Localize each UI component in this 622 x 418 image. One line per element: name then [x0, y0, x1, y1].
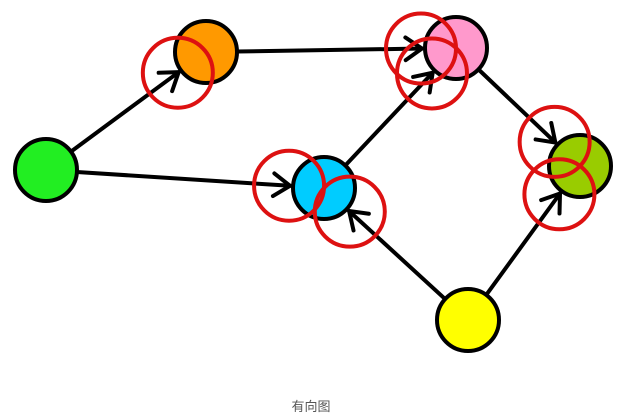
- edge-green-to-orange: [68, 70, 181, 154]
- figure-caption: 有向图: [291, 400, 331, 415]
- edge-yellow-to-olive-green: [484, 191, 563, 297]
- highlight-ring-cyan-to-pink: [394, 36, 469, 111]
- edge-cyan-to-pink: [343, 70, 435, 168]
- arrowhead-orange-to-pink: [403, 35, 425, 63]
- arrowhead-pink-to-olive-green: [533, 120, 558, 145]
- edge-layer: [68, 35, 563, 302]
- highlight-ring-green-to-orange: [140, 35, 215, 110]
- highlight-ring-yellow-to-olive-green: [522, 157, 597, 232]
- node-green: [13, 137, 79, 203]
- edge-yellow-to-cyan: [347, 208, 448, 302]
- arrowhead-green-to-orange: [156, 70, 181, 94]
- arrowhead-yellow-to-olive-green: [539, 191, 563, 216]
- highlight-ring-yellow-to-cyan: [312, 174, 387, 249]
- edge-orange-to-pink: [234, 46, 425, 54]
- highlight-ring-pink-to-olive-green: [517, 104, 592, 179]
- edge-pink-to-olive-green: [476, 67, 558, 145]
- highlight-layer: [140, 11, 597, 249]
- node-layer: [13, 15, 613, 353]
- arrowhead-green-to-cyan: [270, 171, 293, 199]
- node-yellow: [435, 287, 501, 353]
- arrowhead-yellow-to-cyan: [347, 208, 371, 233]
- arrowhead-cyan-to-pink: [411, 70, 435, 95]
